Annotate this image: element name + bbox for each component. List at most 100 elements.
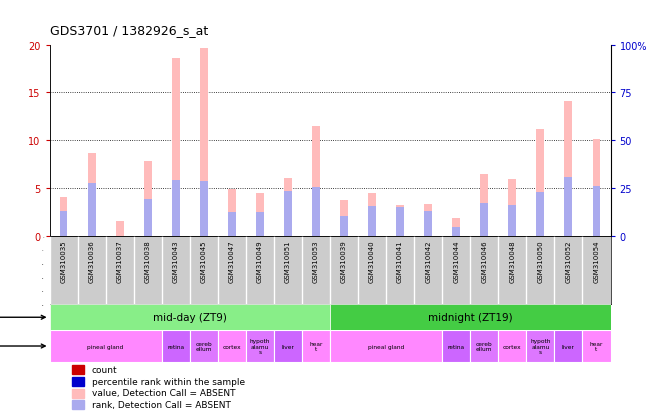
Text: midnight (ZT19): midnight (ZT19) <box>428 313 513 323</box>
Bar <box>190 330 218 362</box>
Bar <box>50 305 330 330</box>
Text: GSM310048: GSM310048 <box>510 240 515 282</box>
Bar <box>72 401 84 409</box>
Text: liver: liver <box>562 344 575 349</box>
Text: rank, Detection Call = ABSENT: rank, Detection Call = ABSENT <box>92 400 230 409</box>
Bar <box>228 213 236 237</box>
Text: GSM310036: GSM310036 <box>88 240 94 283</box>
Bar <box>554 330 582 362</box>
Text: GSM310042: GSM310042 <box>425 240 431 282</box>
Bar <box>564 178 572 237</box>
Text: GSM310040: GSM310040 <box>369 240 375 282</box>
Bar <box>72 366 84 374</box>
Text: cortex: cortex <box>503 344 521 349</box>
Text: GSM310045: GSM310045 <box>201 240 207 282</box>
Bar <box>480 175 488 237</box>
Text: hypoth
alamu
s: hypoth alamu s <box>530 338 550 354</box>
Text: hear
t: hear t <box>590 341 603 351</box>
Bar <box>256 194 264 237</box>
Bar <box>583 330 610 362</box>
Bar <box>452 218 460 237</box>
Bar <box>593 140 601 237</box>
Bar <box>396 205 404 237</box>
Bar <box>480 203 488 237</box>
Bar <box>59 197 67 237</box>
Text: time: time <box>0 313 45 323</box>
Text: GSM310046: GSM310046 <box>481 240 487 282</box>
Bar <box>72 377 84 386</box>
Bar <box>312 127 320 237</box>
Bar <box>256 213 264 237</box>
Bar <box>200 49 208 237</box>
Text: cereb
ellum: cereb ellum <box>195 341 212 351</box>
Text: GSM310039: GSM310039 <box>341 240 347 283</box>
Bar <box>424 212 432 237</box>
Bar <box>508 179 516 237</box>
Bar <box>564 102 572 237</box>
Text: GSM310047: GSM310047 <box>229 240 235 282</box>
Text: GSM310037: GSM310037 <box>117 240 123 283</box>
Text: GSM310044: GSM310044 <box>453 240 459 282</box>
Text: cortex: cortex <box>222 344 241 349</box>
Bar <box>452 227 460 237</box>
Bar <box>218 330 246 362</box>
Bar <box>115 221 123 237</box>
Text: value, Detection Call = ABSENT: value, Detection Call = ABSENT <box>92 389 235 397</box>
Bar <box>200 181 208 237</box>
Text: GSM310049: GSM310049 <box>257 240 263 282</box>
Bar <box>312 188 320 237</box>
Bar <box>162 330 190 362</box>
Bar <box>284 192 292 237</box>
Bar <box>340 217 348 237</box>
Bar <box>88 183 96 237</box>
Bar <box>172 59 180 237</box>
Text: GSM310035: GSM310035 <box>61 240 67 282</box>
Text: percentile rank within the sample: percentile rank within the sample <box>92 377 245 386</box>
Bar <box>537 193 544 237</box>
Bar <box>424 204 432 237</box>
Text: mid-day (ZT9): mid-day (ZT9) <box>153 313 226 323</box>
Text: pineal gland: pineal gland <box>368 344 404 349</box>
Text: retina: retina <box>167 344 184 349</box>
Bar <box>59 212 67 237</box>
Bar <box>498 330 527 362</box>
Text: GSM310051: GSM310051 <box>285 240 291 282</box>
Text: hypoth
alamu
s: hypoth alamu s <box>249 338 270 354</box>
Bar <box>508 205 516 237</box>
Bar <box>396 207 404 237</box>
Bar <box>144 161 152 237</box>
Text: cereb
ellum: cereb ellum <box>476 341 492 351</box>
Text: hear
t: hear t <box>310 341 323 351</box>
Text: GSM310054: GSM310054 <box>593 240 599 282</box>
Bar <box>172 180 180 237</box>
Bar <box>50 330 162 362</box>
Bar <box>442 330 470 362</box>
Bar <box>368 194 376 237</box>
Text: pineal gland: pineal gland <box>88 344 123 349</box>
Text: GSM310043: GSM310043 <box>173 240 179 282</box>
Bar <box>330 305 610 330</box>
Bar <box>527 330 554 362</box>
Bar <box>284 178 292 237</box>
Bar <box>274 330 302 362</box>
Text: GDS3701 / 1382926_s_at: GDS3701 / 1382926_s_at <box>50 24 208 37</box>
Bar <box>302 330 330 362</box>
Bar <box>470 330 498 362</box>
Bar <box>330 330 442 362</box>
Text: liver: liver <box>281 344 294 349</box>
Bar <box>228 190 236 237</box>
Text: GSM310050: GSM310050 <box>537 240 543 282</box>
Text: tissue: tissue <box>0 341 45 351</box>
Bar <box>593 187 601 237</box>
Text: GSM310053: GSM310053 <box>313 240 319 282</box>
Text: GSM310052: GSM310052 <box>566 240 572 282</box>
Text: GSM310041: GSM310041 <box>397 240 403 282</box>
Bar <box>246 330 274 362</box>
Bar <box>88 154 96 237</box>
Bar <box>537 130 544 237</box>
Text: retina: retina <box>447 344 465 349</box>
Text: count: count <box>92 365 117 374</box>
Bar <box>144 199 152 237</box>
Bar <box>368 206 376 237</box>
Text: GSM310038: GSM310038 <box>145 240 150 283</box>
